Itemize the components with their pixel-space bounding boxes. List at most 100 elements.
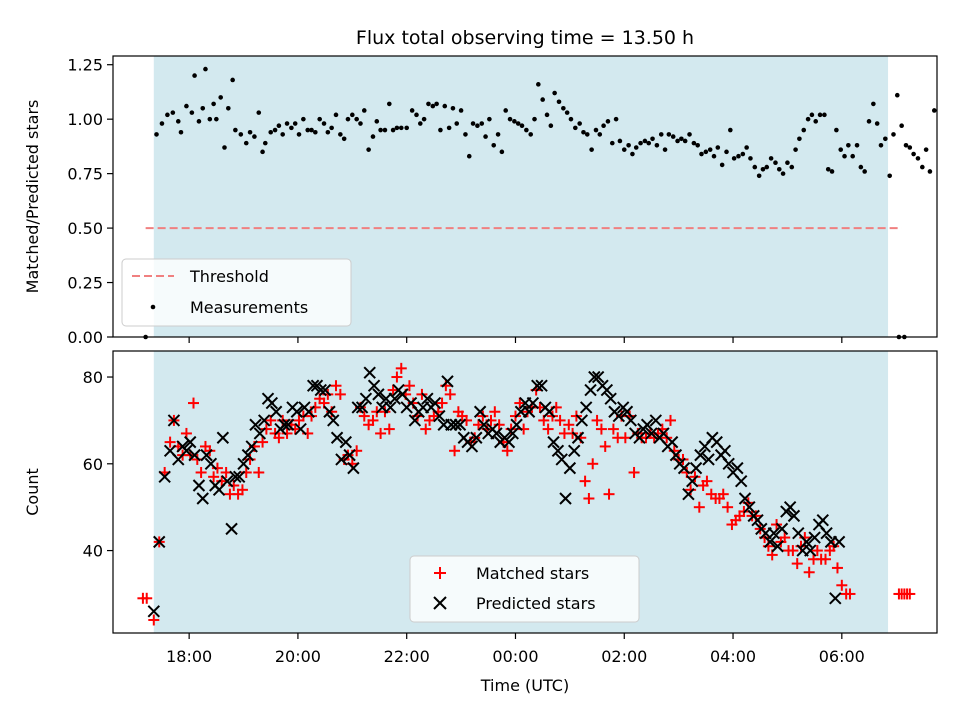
measurement-point	[438, 127, 443, 133]
measurement-point	[809, 112, 815, 118]
measurement-point	[874, 121, 880, 126]
measurement-point	[345, 116, 351, 122]
measurement-point	[899, 123, 904, 129]
predicted-star-point	[694, 448, 707, 462]
predicted-star-point	[278, 418, 291, 431]
predicted-star-point	[767, 527, 781, 540]
matched-star-point	[306, 410, 318, 422]
matched-star-point	[599, 440, 611, 452]
predicted-star-point	[221, 474, 234, 488]
measurement-point	[911, 151, 916, 157]
measurement-point	[366, 147, 371, 152]
measurement-point	[548, 123, 554, 129]
measurement-point	[842, 153, 847, 159]
predicted-star-point	[579, 401, 593, 414]
matched-star-point	[260, 423, 272, 435]
measurement-point	[854, 143, 860, 148]
measurement-point	[370, 134, 376, 139]
count-y-tick-label: 40	[83, 542, 103, 561]
measurement-point	[805, 116, 811, 122]
predicted-star-point	[547, 435, 560, 449]
measurement-point	[341, 136, 347, 142]
measurement-point	[354, 116, 359, 122]
measurement-point	[382, 127, 388, 133]
predicted-stars-points	[147, 366, 846, 618]
measurement-point	[780, 171, 786, 176]
matched-star-point	[583, 493, 595, 505]
predicted-star-point	[702, 453, 715, 466]
measurement-point	[317, 116, 322, 122]
predicted-star-point	[718, 444, 732, 457]
matched-star-point	[444, 388, 456, 400]
measurement-point	[211, 101, 216, 107]
legend-matched-swatch	[434, 567, 446, 579]
measurement-point	[361, 108, 367, 113]
predicted-star-point	[734, 474, 748, 488]
predicted-star-point	[820, 527, 833, 540]
predicted-star-point	[180, 444, 193, 457]
predicted-star-point	[829, 592, 842, 605]
predicted-star-point	[167, 414, 181, 427]
measurement-point	[446, 125, 452, 131]
predicted-star-point	[473, 405, 487, 418]
measurement-point	[276, 123, 282, 129]
measurement-point	[454, 121, 460, 126]
predicted-star-point	[808, 531, 821, 544]
measurement-point	[801, 127, 807, 133]
predicted-star-point	[775, 522, 789, 536]
measurement-point	[748, 156, 753, 161]
measurement-point	[646, 140, 652, 146]
measurement-point	[528, 132, 534, 137]
predicted-star-point	[281, 418, 295, 431]
x-tick-label: 22:00	[384, 647, 430, 666]
measurement-point	[475, 123, 480, 129]
measurement-point	[719, 162, 725, 168]
matched-star-point	[820, 553, 832, 565]
measurement-point	[670, 134, 676, 139]
measurement-point	[878, 143, 884, 148]
predicted-star-point	[751, 513, 764, 527]
measurement-point	[633, 145, 639, 150]
measurement-point	[218, 95, 223, 100]
measurement-point	[390, 127, 396, 133]
predicted-star-point	[449, 418, 462, 431]
measurement-point	[744, 145, 749, 150]
predicted-star-point	[470, 431, 483, 444]
predicted-star-point	[682, 487, 695, 501]
predicted-star-point	[526, 396, 540, 410]
measurement-point	[891, 132, 896, 137]
measurement-point	[154, 132, 159, 137]
measurement-point	[442, 103, 448, 109]
matched-star-point	[542, 423, 554, 435]
measurement-point	[568, 116, 574, 122]
measurement-point	[577, 121, 582, 126]
predicted-star-point	[359, 392, 373, 405]
predicted-star-point	[408, 414, 422, 427]
ratio-panel: 0.00 0.25 0.50 0.75 1.00 1.25 Matched/Predict…	[23, 55, 938, 347]
measurement-point	[813, 119, 819, 124]
measurement-point	[247, 129, 253, 135]
x-axis-label: Time (UTC)	[480, 676, 569, 695]
measurement-point	[404, 125, 410, 131]
measurement-point	[430, 103, 436, 109]
predicted-star-point	[232, 470, 246, 484]
measurement-point	[915, 156, 921, 161]
measurement-point	[466, 153, 472, 159]
predicted-star-point	[294, 422, 307, 436]
measurement-point	[338, 132, 343, 137]
predicted-star-point	[184, 435, 197, 449]
matched-star-point	[803, 566, 815, 578]
ratio-measurement-points	[143, 66, 937, 340]
measurement-point	[434, 101, 439, 107]
matched-star-point	[554, 414, 566, 426]
ratio-y-axis: 0.00 0.25 0.50 0.75 1.00 1.25	[67, 56, 113, 347]
matched-star-point	[685, 484, 697, 496]
matched-star-point	[148, 614, 160, 626]
measurement-point	[728, 127, 733, 133]
count-panel-frame	[112, 350, 938, 634]
matched-star-point	[391, 371, 403, 383]
ratio-y-tick-label: 1.25	[67, 56, 103, 75]
predicted-star-point	[731, 461, 744, 475]
measurement-point	[601, 123, 606, 129]
ratio-y-tick-label: 0.75	[67, 165, 103, 184]
